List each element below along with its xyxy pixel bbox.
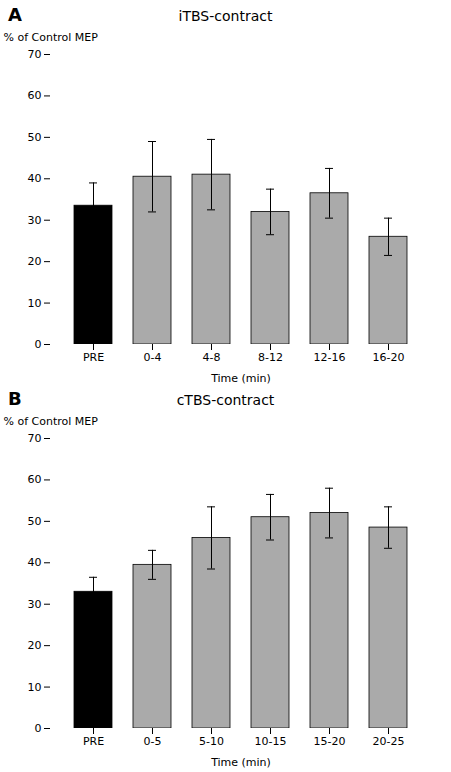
svg-text:16-20: 16-20 bbox=[373, 351, 405, 364]
svg-text:10-15: 10-15 bbox=[255, 735, 287, 748]
svg-text:PRE: PRE bbox=[83, 351, 104, 364]
svg-text:20: 20 bbox=[28, 255, 42, 268]
svg-text:10: 10 bbox=[28, 681, 42, 694]
svg-text:60: 60 bbox=[28, 473, 42, 486]
html-text:cTBS-contract: cTBS-contract bbox=[176, 392, 275, 408]
svg-text:15-20: 15-20 bbox=[314, 735, 346, 748]
svg-text:% of Control MEP: % of Control MEP bbox=[4, 31, 99, 44]
html-text:iTBS-contract: iTBS-contract bbox=[178, 8, 273, 24]
svg-text:4-8: 4-8 bbox=[203, 351, 221, 364]
svg-text:10: 10 bbox=[28, 297, 42, 310]
svg-text:0-5: 0-5 bbox=[144, 735, 162, 748]
svg-text:5-10: 5-10 bbox=[199, 735, 224, 748]
svg-text:0-4: 0-4 bbox=[144, 351, 162, 364]
svg-text:8-12: 8-12 bbox=[258, 351, 283, 364]
svg-text:60: 60 bbox=[28, 89, 42, 102]
svg-text:70: 70 bbox=[28, 432, 42, 445]
svg-text:40: 40 bbox=[28, 556, 42, 569]
svg-text:30: 30 bbox=[28, 598, 42, 611]
html-text:A: A bbox=[8, 4, 22, 25]
svg-text:70: 70 bbox=[28, 48, 42, 61]
svg-text:0: 0 bbox=[35, 338, 42, 351]
svg-text:40: 40 bbox=[28, 172, 42, 185]
svg-text:Time (min): Time (min) bbox=[210, 372, 271, 385]
html-text:B: B bbox=[8, 388, 22, 409]
svg-text:0: 0 bbox=[35, 722, 42, 735]
svg-text:12-16: 12-16 bbox=[314, 351, 346, 364]
svg-text:30: 30 bbox=[28, 214, 42, 227]
svg-text:20: 20 bbox=[28, 639, 42, 652]
svg-text:% of Control MEP: % of Control MEP bbox=[4, 415, 99, 428]
svg-text:20-25: 20-25 bbox=[373, 735, 405, 748]
svg-text:50: 50 bbox=[28, 131, 42, 144]
svg-text:Time (min): Time (min) bbox=[210, 756, 271, 769]
svg-text:PRE: PRE bbox=[83, 735, 104, 748]
svg-text:50: 50 bbox=[28, 515, 42, 528]
